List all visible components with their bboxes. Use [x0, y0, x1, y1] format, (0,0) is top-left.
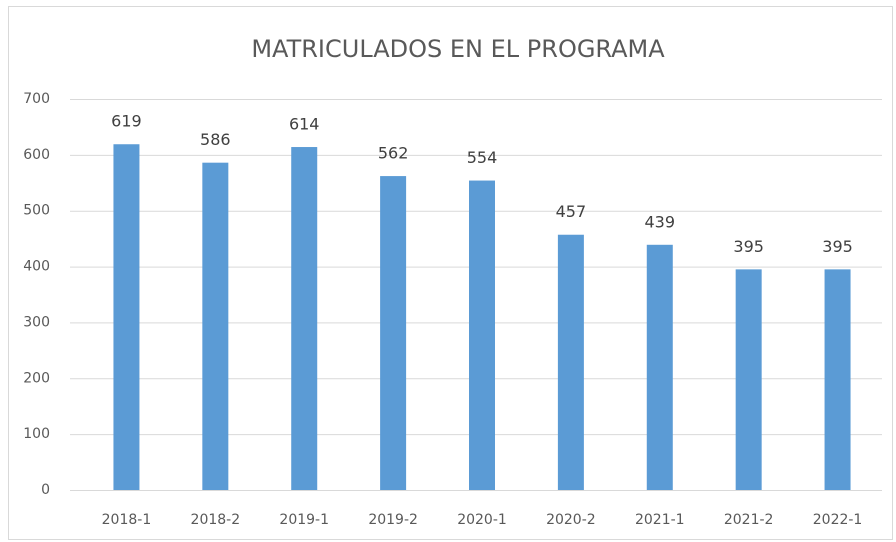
bar [469, 180, 495, 490]
bar [557, 234, 584, 490]
data-label: 439 [645, 212, 676, 231]
x-tick-label: 2021-1 [635, 512, 685, 528]
data-label: 457 [556, 202, 587, 221]
y-tick-label: 500 [23, 203, 50, 219]
x-tick-label: 2018-1 [102, 512, 152, 528]
data-label: 562 [378, 144, 409, 163]
y-tick-label: 600 [23, 147, 50, 163]
bar [646, 244, 673, 490]
bar [113, 144, 140, 490]
y-tick-label: 100 [23, 426, 50, 442]
y-tick-label: 300 [23, 314, 50, 330]
y-tick-label: 400 [23, 259, 50, 275]
data-label: 586 [200, 130, 231, 149]
bar [735, 269, 762, 490]
x-tick-label: 2020-2 [546, 512, 596, 528]
bar [824, 269, 851, 490]
data-label: 395 [733, 237, 764, 256]
x-tick-label: 2022-1 [813, 512, 863, 528]
bar [202, 162, 229, 491]
y-tick-label: 200 [23, 370, 50, 386]
y-tick-label: 0 [41, 482, 50, 498]
data-label: 614 [289, 115, 320, 134]
x-tick-label: 2020-1 [457, 512, 507, 528]
x-tick-label: 2019-1 [279, 512, 329, 528]
data-label: 619 [111, 112, 142, 131]
data-label: 554 [467, 148, 498, 167]
x-tick-label: 2018-2 [191, 512, 241, 528]
chart-title: MATRICULADOS EN EL PROGRAMA [251, 35, 665, 63]
data-label: 395 [822, 237, 853, 256]
bar [291, 147, 318, 490]
bar [380, 176, 407, 490]
x-tick-label: 2021-2 [724, 512, 774, 528]
y-tick-label: 700 [23, 91, 50, 107]
x-tick-label: 2019-2 [368, 512, 418, 528]
